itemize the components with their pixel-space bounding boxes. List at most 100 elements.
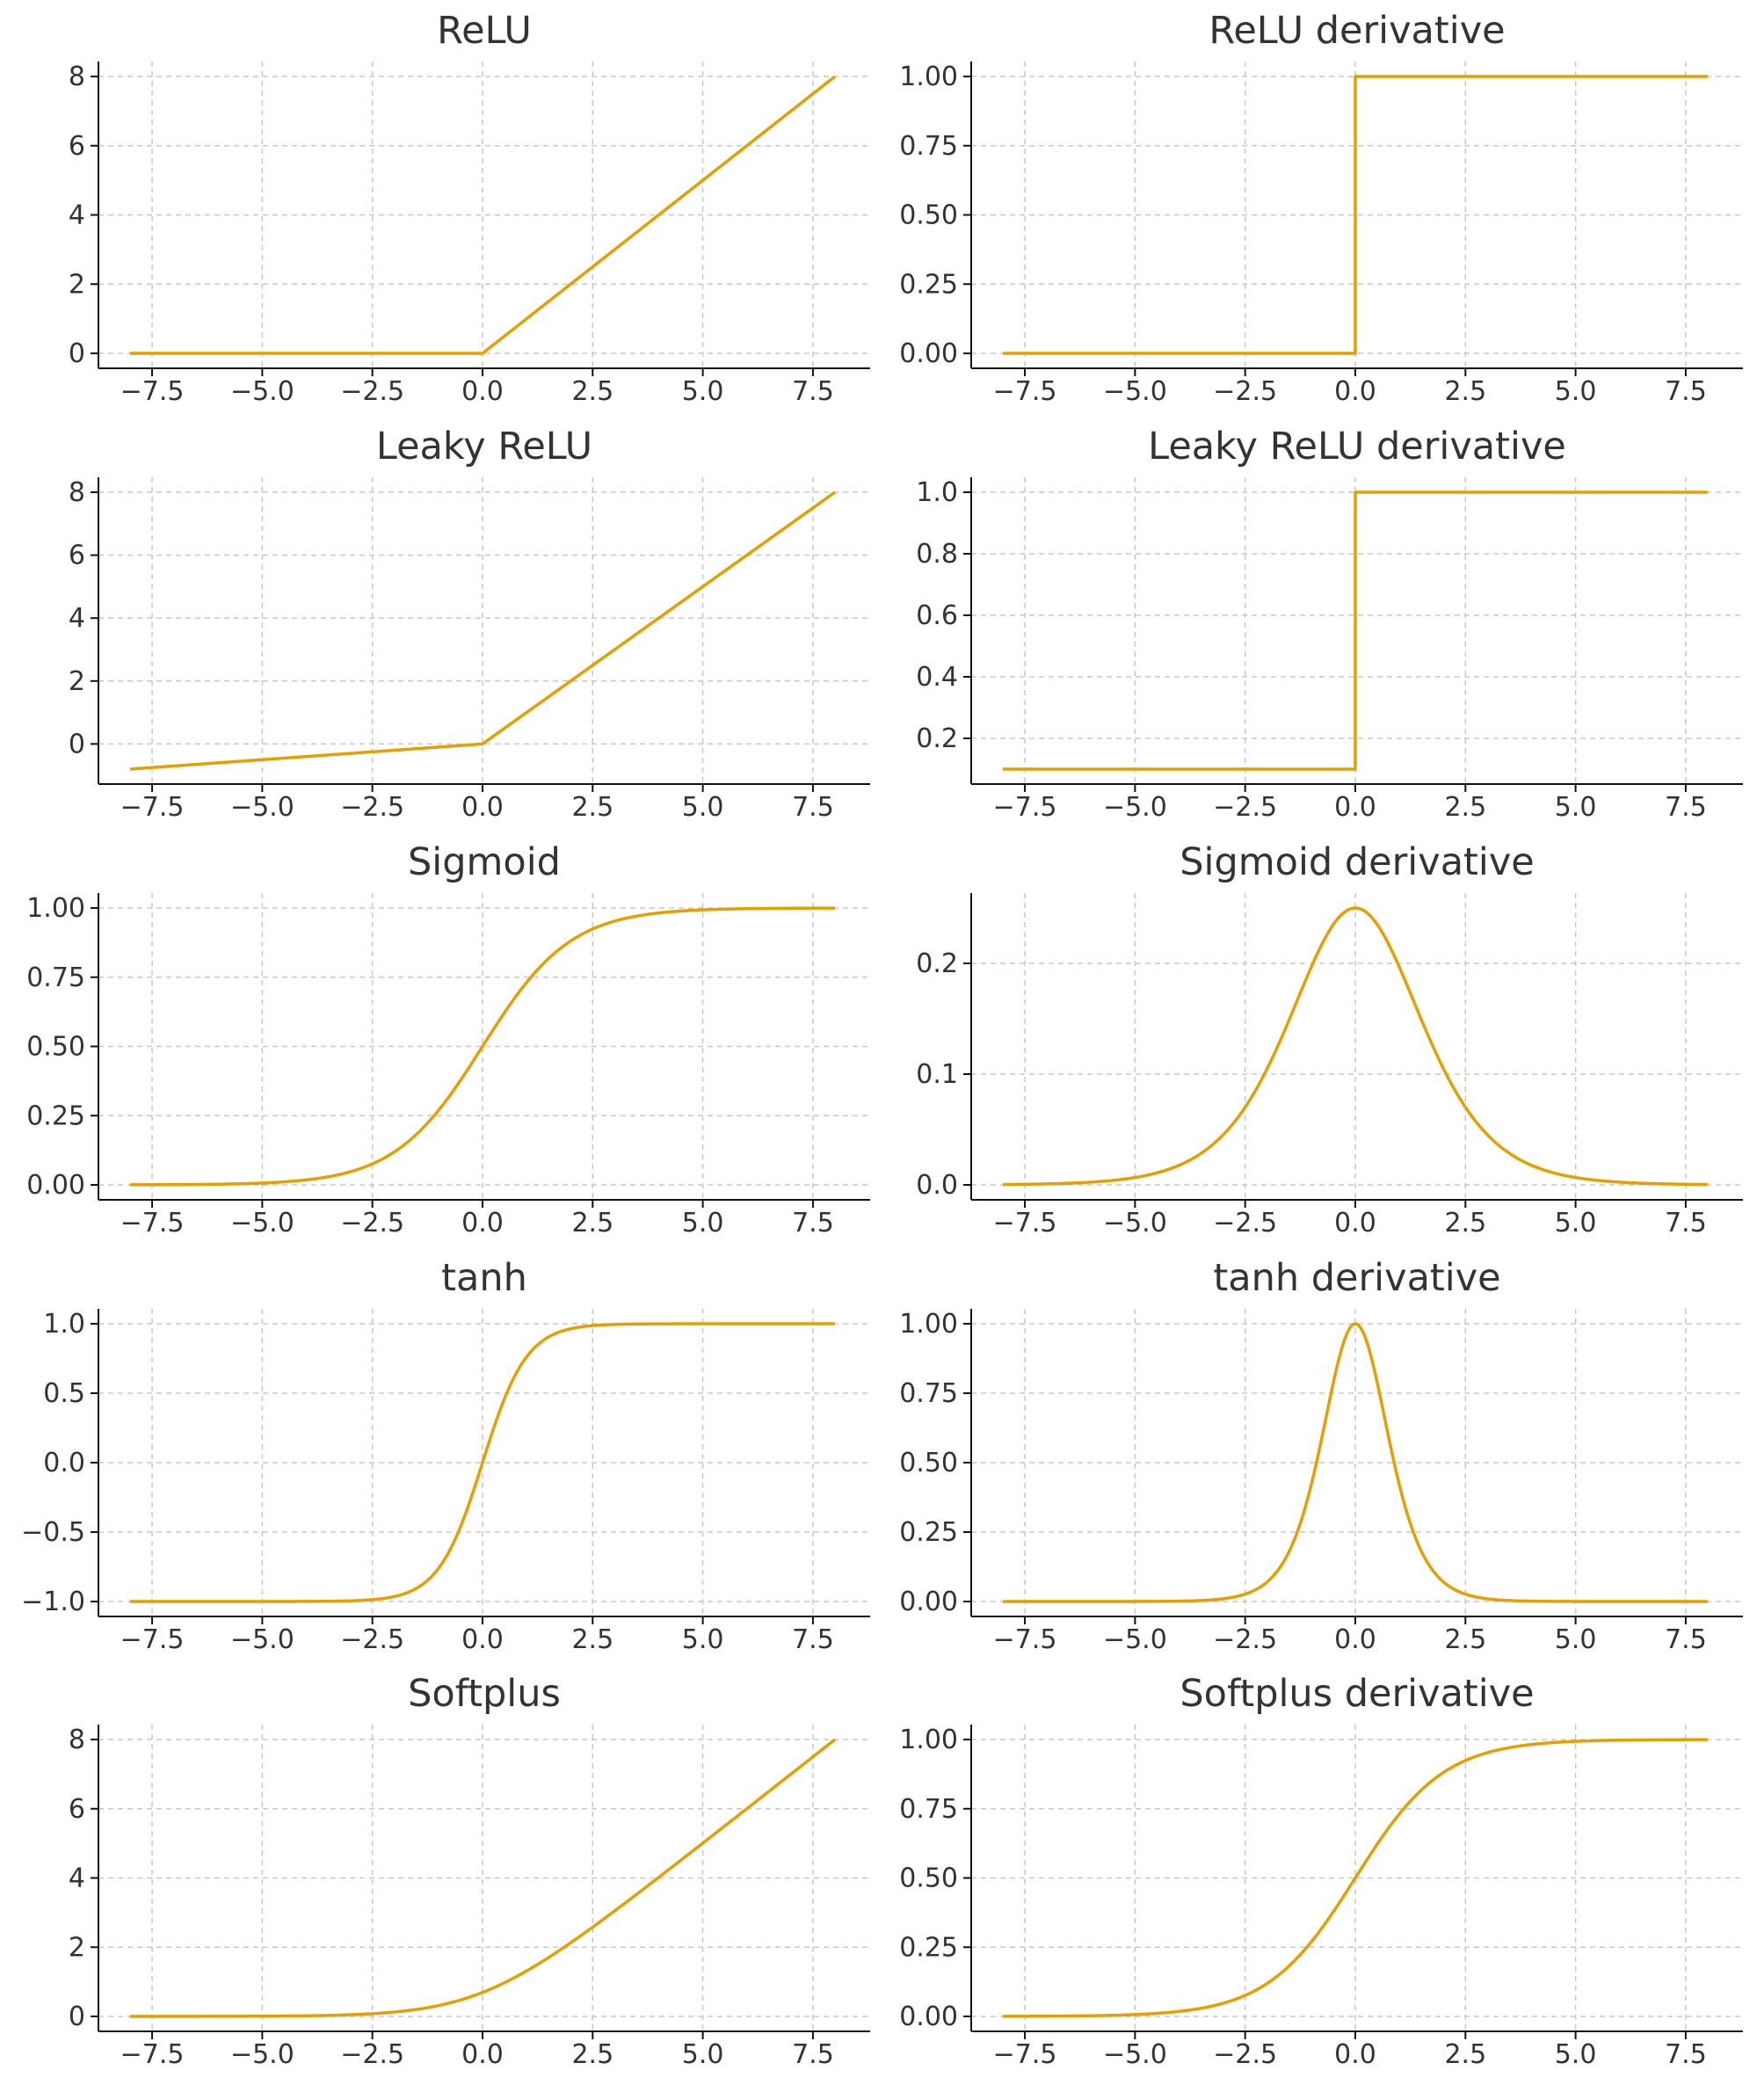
x-tick-label: −2.5 bbox=[340, 792, 404, 823]
x-tick-label: 0.0 bbox=[461, 1624, 504, 1655]
y-tick-label: 8 bbox=[69, 62, 85, 92]
x-tick-label: 2.5 bbox=[1444, 2039, 1486, 2070]
y-tick-label: 0.75 bbox=[899, 131, 958, 162]
panel-relu-derivative: −7.5 −5.0 −2.5 0.0 2.5 5.0 7.5 0.00 0.25 0.50 0.75… bbox=[899, 9, 1743, 407]
x-tick-label: 7.5 bbox=[792, 2039, 834, 2070]
y-tick-label: −1.0 bbox=[21, 1587, 85, 1617]
x-tick-label: 5.0 bbox=[682, 376, 724, 407]
series-line-tanh-derivative bbox=[1003, 1322, 1708, 1603]
y-tick-label: 0.75 bbox=[26, 962, 85, 993]
panel-title: Sigmoid bbox=[408, 840, 561, 884]
x-tick-label: −5.0 bbox=[230, 2039, 294, 2070]
series-line-relu bbox=[130, 75, 837, 355]
x-tick-label: 0.0 bbox=[1334, 1208, 1376, 1238]
panel-title: Sigmoid derivative bbox=[1180, 840, 1535, 884]
y-tick-label: 4 bbox=[69, 200, 85, 231]
x-tick-label: −2.5 bbox=[340, 2039, 404, 2070]
x-tick-label: −2.5 bbox=[1213, 2039, 1277, 2070]
y-tick-label: 8 bbox=[69, 1725, 85, 1755]
y-tick-label: 4 bbox=[69, 603, 85, 634]
x-tick-label: −7.5 bbox=[993, 376, 1057, 407]
y-tick-label: 0.25 bbox=[899, 1517, 958, 1548]
x-tick-label: −7.5 bbox=[993, 2039, 1057, 2070]
y-tick-label: 2 bbox=[69, 1932, 85, 1963]
y-tick-label: 1.00 bbox=[899, 1725, 958, 1755]
x-tick-label: 2.5 bbox=[571, 1208, 613, 1238]
y-tick-label: 2 bbox=[69, 269, 85, 300]
y-tick-label: 0 bbox=[69, 338, 85, 369]
panel-leaky-relu-derivative: −7.5 −5.0 −2.5 0.0 2.5 5.0 7.5 0.2 0.4 0.6 0.8 1.0 L… bbox=[916, 425, 1743, 823]
x-tick-label: −7.5 bbox=[120, 376, 185, 407]
panel-softplus: −7.5 −5.0 −2.5 0.0 2.5 5.0 7.5 0 2 4 6 8 Softplus bbox=[69, 1672, 870, 2070]
x-tick-label: 7.5 bbox=[792, 376, 834, 407]
y-tick-label: 8 bbox=[69, 477, 85, 508]
x-tick-label: 7.5 bbox=[1665, 2039, 1707, 2070]
x-tick-label: −7.5 bbox=[993, 792, 1057, 823]
x-tick-label: 5.0 bbox=[1555, 792, 1597, 823]
x-tick-label: 0.0 bbox=[1334, 1624, 1376, 1655]
panel-title: Softplus derivative bbox=[1180, 1672, 1534, 1716]
panel-title: Leaky ReLU derivative bbox=[1148, 425, 1566, 469]
y-tick-label: 0.0 bbox=[916, 1170, 958, 1201]
panel-title: ReLU bbox=[437, 9, 532, 53]
panel-title: Softplus bbox=[408, 1672, 561, 1716]
x-tick-label: 7.5 bbox=[1665, 376, 1707, 407]
x-tick-label: 7.5 bbox=[1665, 1624, 1707, 1655]
series-line-relu-derivative bbox=[1003, 75, 1708, 355]
x-tick-label: −2.5 bbox=[1213, 1624, 1277, 1655]
x-tick-label: −2.5 bbox=[1213, 1208, 1277, 1238]
x-tick-label: −7.5 bbox=[120, 2039, 185, 2070]
y-tick-label: 0.4 bbox=[916, 662, 958, 693]
panel-sigmoid: −7.5 −5.0 −2.5 0.0 2.5 5.0 7.5 0.00 0.25 0.50 0.75… bbox=[26, 840, 870, 1238]
panel-tanh-derivative: −7.5 −5.0 −2.5 0.0 2.5 5.0 7.5 0.00 0.25 0.50 0.75… bbox=[899, 1256, 1743, 1655]
series-line-sigmoid bbox=[130, 906, 835, 1187]
series-line-softplus bbox=[130, 1738, 837, 2018]
x-tick-label: −2.5 bbox=[1213, 792, 1277, 823]
x-tick-label: 7.5 bbox=[1665, 792, 1707, 823]
panel-title: tanh derivative bbox=[1213, 1256, 1500, 1300]
x-tick-label: 2.5 bbox=[571, 2039, 613, 2070]
y-tick-label: 4 bbox=[69, 1863, 85, 1894]
y-tick-label: 1.00 bbox=[899, 1309, 958, 1340]
x-tick-label: −5.0 bbox=[1103, 376, 1167, 407]
x-tick-label: 5.0 bbox=[1555, 1624, 1597, 1655]
panel-title: Leaky ReLU bbox=[376, 425, 592, 469]
panel-sigmoid-derivative: −7.5 −5.0 −2.5 0.0 2.5 5.0 7.5 0.0 0.1 0.2 Sigmoid… bbox=[916, 840, 1743, 1238]
x-tick-label: −5.0 bbox=[230, 376, 294, 407]
x-tick-label: 5.0 bbox=[682, 792, 724, 823]
x-tick-label: −2.5 bbox=[340, 1624, 404, 1655]
y-tick-label: 0.6 bbox=[916, 600, 958, 631]
x-tick-label: 2.5 bbox=[1444, 792, 1486, 823]
x-tick-label: −2.5 bbox=[1213, 376, 1277, 407]
x-tick-label: 5.0 bbox=[1555, 1208, 1597, 1238]
x-tick-label: 5.0 bbox=[682, 1624, 724, 1655]
panel-title: tanh bbox=[441, 1256, 527, 1300]
x-tick-label: −5.0 bbox=[1103, 792, 1167, 823]
y-tick-label: 0.25 bbox=[26, 1100, 85, 1131]
series-line-sigmoid-derivative bbox=[1002, 906, 1709, 1187]
x-tick-label: −7.5 bbox=[120, 792, 185, 823]
y-tick-label: 0.50 bbox=[899, 1863, 958, 1894]
y-tick-label: 0.0 bbox=[43, 1448, 85, 1478]
x-tick-label: −7.5 bbox=[120, 1624, 185, 1655]
y-tick-label: 6 bbox=[69, 1794, 85, 1825]
x-tick-label: −5.0 bbox=[1103, 1208, 1167, 1238]
x-tick-label: 2.5 bbox=[571, 376, 613, 407]
x-tick-label: −2.5 bbox=[340, 376, 404, 407]
series-line-leaky-relu-derivative bbox=[1003, 490, 1708, 771]
y-tick-label: 1.00 bbox=[26, 893, 85, 924]
y-tick-label: 0.8 bbox=[916, 539, 958, 570]
y-tick-label: 0.00 bbox=[899, 2001, 958, 2032]
y-tick-label: 1.0 bbox=[43, 1309, 85, 1340]
x-tick-label: 2.5 bbox=[571, 1624, 613, 1655]
y-tick-label: 1.00 bbox=[899, 62, 958, 92]
x-tick-label: 7.5 bbox=[792, 792, 834, 823]
x-tick-label: 7.5 bbox=[1665, 1208, 1707, 1238]
y-tick-label: 0.2 bbox=[916, 723, 958, 754]
x-tick-label: 2.5 bbox=[1444, 1208, 1486, 1238]
x-tick-label: −5.0 bbox=[230, 1208, 294, 1238]
x-tick-label: 5.0 bbox=[1555, 2039, 1597, 2070]
series-line-leaky-relu bbox=[129, 490, 837, 771]
panel-tanh: −7.5 −5.0 −2.5 0.0 2.5 5.0 7.5 −1.0 −0.5 0.0 0.5 1.… bbox=[21, 1256, 870, 1655]
